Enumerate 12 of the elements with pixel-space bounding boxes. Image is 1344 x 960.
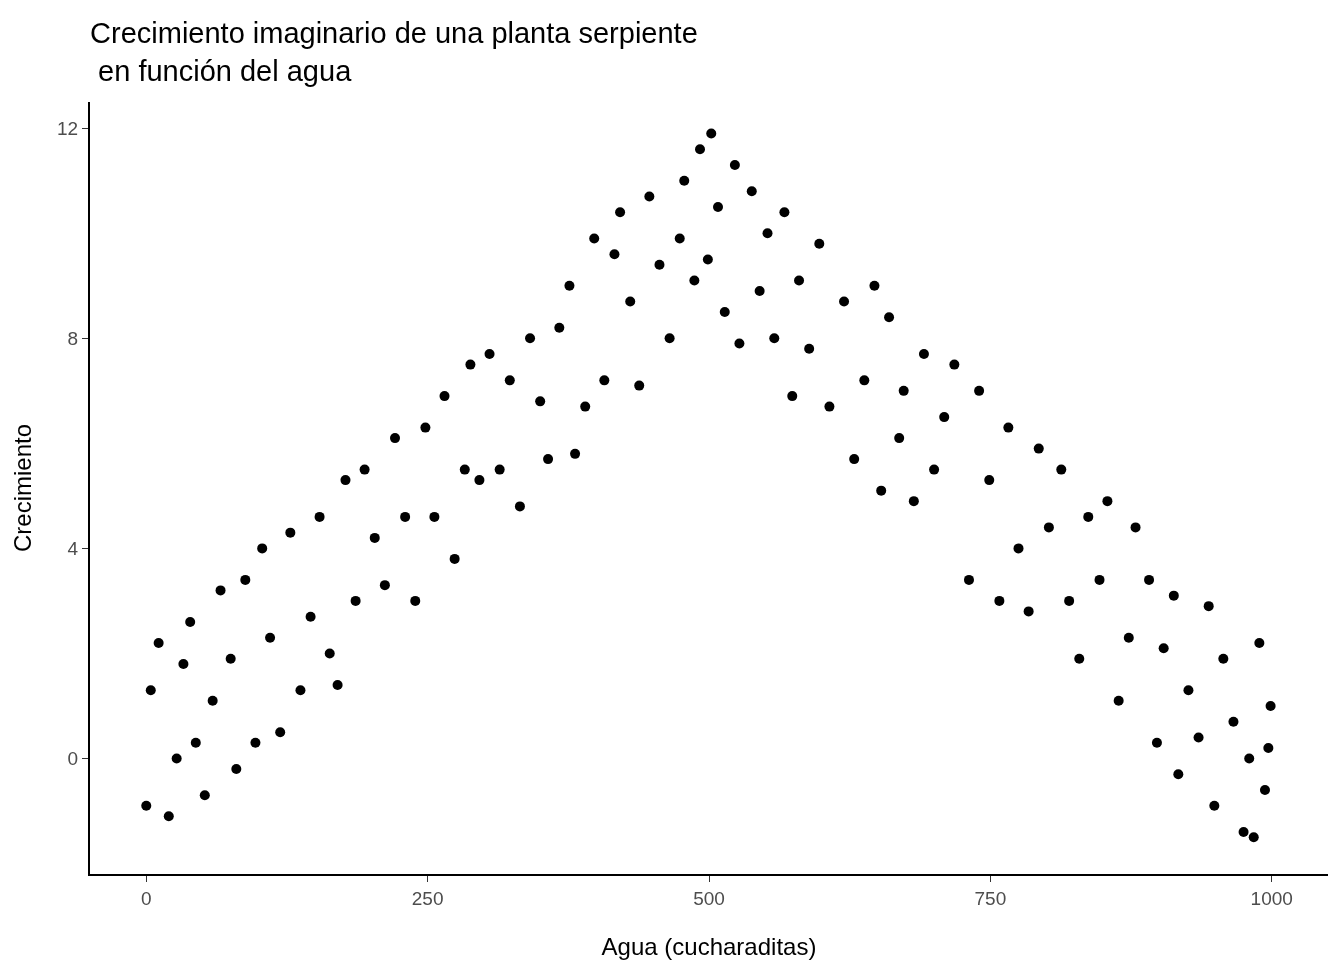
y-tick-label: 0 bbox=[67, 748, 79, 770]
x-tick-label: 1000 bbox=[1250, 887, 1293, 909]
y-tick-label: 4 bbox=[67, 538, 79, 560]
x-axis-title: Agua (cucharaditas) bbox=[601, 933, 817, 960]
chart-title: Crecimiento imaginario de una planta serpiente en función del agua bbox=[90, 17, 698, 87]
y-axis-title: Crecimiento bbox=[9, 423, 36, 553]
x-tick-label: 250 bbox=[411, 887, 444, 909]
x-tick-label: 500 bbox=[693, 887, 725, 909]
y-tick-label: 12 bbox=[57, 117, 79, 139]
y-tick-label: 8 bbox=[67, 327, 79, 349]
x-tick-label: 0 bbox=[140, 887, 152, 909]
x-tick-label: 750 bbox=[974, 887, 1007, 909]
